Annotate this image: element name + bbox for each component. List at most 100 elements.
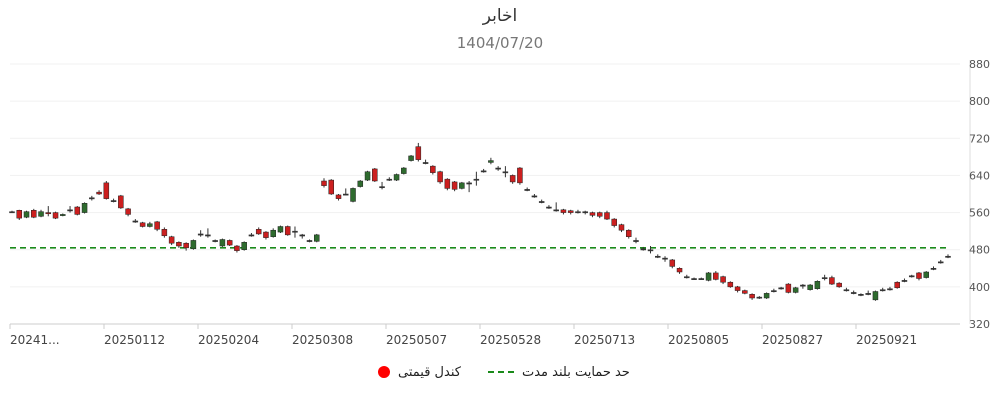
candle — [16, 209, 23, 220]
candle — [67, 206, 73, 213]
candle-body — [560, 209, 567, 213]
candle-body — [372, 168, 378, 182]
candle — [582, 210, 588, 215]
candle — [205, 228, 211, 238]
legend-candle-label: کندل قیمتی — [398, 364, 461, 380]
candle-body — [531, 195, 538, 198]
candle — [662, 256, 668, 262]
candle-body — [858, 294, 864, 296]
candle-body — [720, 276, 726, 283]
candle — [422, 159, 429, 165]
candle-body — [488, 160, 494, 163]
candle-body — [604, 212, 610, 220]
candle-body — [147, 223, 153, 227]
candle-body — [691, 278, 697, 280]
candle — [125, 207, 131, 217]
candle-body — [67, 209, 73, 212]
candle-body — [183, 242, 189, 249]
candle — [263, 231, 269, 240]
candle-body — [393, 174, 400, 181]
candle — [451, 181, 458, 192]
candle-body — [611, 218, 617, 226]
candle — [23, 210, 30, 219]
candle — [633, 237, 639, 244]
candle — [110, 198, 117, 203]
candle-body — [524, 189, 530, 191]
x-tick-label: 20241... — [10, 333, 60, 347]
candle-body — [553, 209, 559, 212]
candle-body — [829, 277, 835, 285]
candle — [655, 254, 661, 259]
candle-body — [814, 281, 821, 289]
candle-body — [110, 200, 117, 202]
candles — [9, 142, 951, 301]
candle-body — [734, 286, 741, 291]
candle — [778, 286, 784, 290]
legend-candle-marker — [378, 366, 390, 378]
y-tick-label: 560 — [969, 207, 990, 220]
candle — [495, 166, 501, 171]
legend-support-marker — [488, 371, 514, 373]
candle-body — [763, 293, 770, 299]
candle-body — [546, 206, 552, 209]
candle — [879, 287, 886, 292]
legend-support[interactable]: حد حمایت بلند مدت — [488, 362, 630, 382]
candle-body — [168, 236, 175, 244]
candle-body — [625, 229, 632, 237]
candle-body — [306, 240, 313, 242]
candle — [364, 170, 371, 181]
candle-body — [596, 212, 603, 217]
candle-body — [205, 234, 211, 237]
candle — [930, 266, 937, 271]
candle — [197, 230, 204, 237]
candle-body — [567, 210, 574, 213]
candle-body — [118, 195, 124, 209]
candle — [386, 177, 393, 181]
candle-body — [284, 226, 291, 236]
candle — [807, 284, 813, 291]
candle-body — [792, 287, 799, 293]
candle-body — [343, 193, 349, 196]
candle — [821, 274, 828, 281]
candle — [350, 187, 356, 203]
candle-body — [538, 201, 545, 203]
candle-body — [234, 245, 240, 251]
candle — [509, 174, 516, 184]
candle — [589, 211, 596, 218]
candle — [713, 271, 719, 281]
candle — [553, 202, 559, 212]
candle — [226, 239, 233, 246]
candle-body — [655, 255, 661, 258]
candle-body — [879, 289, 886, 292]
candle-body — [437, 171, 443, 183]
legend-candle[interactable]: کندل قیمتی — [378, 362, 461, 382]
candle-body — [502, 171, 509, 174]
candle — [292, 226, 298, 238]
candle — [749, 293, 755, 300]
candle-body — [357, 180, 364, 187]
candle — [74, 206, 81, 216]
candle-body — [923, 271, 929, 278]
candle-body — [647, 249, 654, 252]
candle — [858, 293, 864, 297]
candle — [843, 287, 850, 292]
candle-body — [430, 165, 436, 173]
candle — [81, 202, 88, 214]
candle — [560, 208, 567, 215]
candle — [894, 281, 900, 289]
candle — [676, 267, 683, 274]
candle-body — [161, 229, 168, 237]
candle — [270, 228, 276, 238]
candle — [742, 289, 748, 295]
candle-body — [618, 224, 625, 231]
candle-body — [894, 281, 900, 289]
candle-body — [451, 181, 458, 190]
candle — [408, 155, 414, 162]
candle — [60, 213, 66, 217]
candle-body — [698, 278, 705, 280]
candle — [161, 227, 168, 238]
candle — [887, 286, 893, 291]
candle-body — [582, 211, 588, 214]
y-tick-label: 880 — [969, 58, 990, 71]
candle — [118, 194, 124, 209]
